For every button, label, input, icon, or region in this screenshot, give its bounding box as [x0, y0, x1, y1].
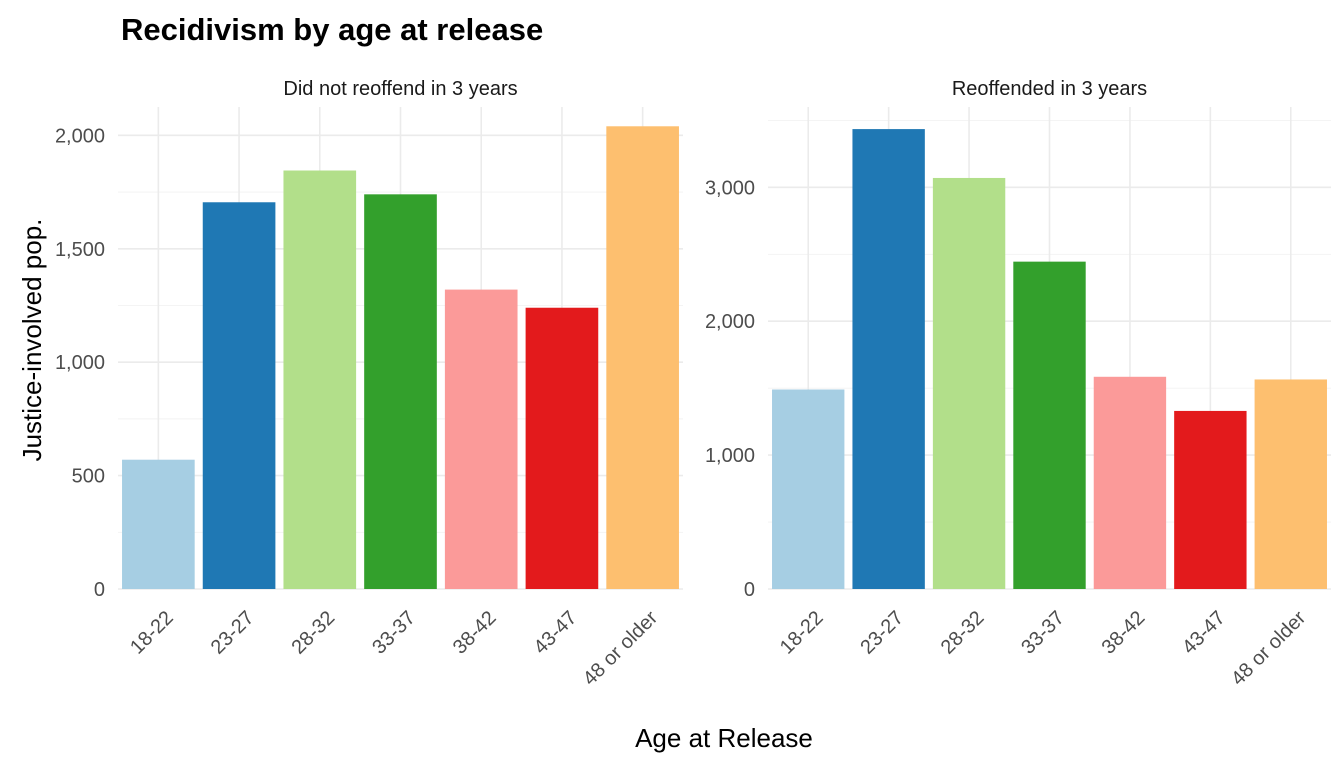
- bar-38-42: [444, 289, 518, 589]
- y-tick-label: 2,000: [55, 125, 105, 147]
- x-tick-label: 48 or older: [579, 607, 662, 690]
- y-tick-label: 500: [72, 466, 105, 488]
- x-tick-label: 43-47: [530, 607, 582, 659]
- bar-38-42: [1093, 376, 1167, 589]
- bar-48-or-older: [606, 126, 679, 589]
- x-tick-label: 48 or older: [1227, 607, 1310, 690]
- x-tick-label: 23-27: [856, 607, 908, 659]
- x-tick-label: 38-42: [1098, 607, 1150, 659]
- facet-strip-label: Reoffended in 3 years: [952, 78, 1147, 100]
- y-tick-label: 1,500: [55, 239, 105, 261]
- bar-23-27: [852, 129, 925, 589]
- x-tick-label: 43-47: [1178, 607, 1230, 659]
- x-axis-title: Age at Release: [635, 723, 813, 753]
- y-tick-label: 1,000: [55, 352, 105, 374]
- x-tick-label: 18-22: [776, 607, 828, 659]
- bar-43-47: [525, 307, 599, 589]
- y-axis-title: Justice-involved pop.: [17, 219, 47, 462]
- bar-43-47: [1174, 410, 1247, 589]
- bar-23-27: [202, 202, 276, 590]
- x-tick-label: 28-32: [937, 607, 989, 659]
- x-tick-label: 33-37: [368, 607, 420, 659]
- bar-48-or-older: [1254, 379, 1327, 589]
- facet-strip-label: Did not reoffend in 3 years: [283, 78, 517, 100]
- x-tick-label: 23-27: [207, 607, 259, 659]
- y-tick-label: 2,000: [705, 311, 755, 333]
- x-tick-label: 18-22: [126, 607, 178, 659]
- y-tick-label: 1,000: [705, 445, 755, 467]
- bar-18-22: [772, 389, 845, 589]
- panel-2: 0 1,000 2,000 3,000 18-22 23-27 28-32 33-37 38-4…: [705, 78, 1331, 690]
- panels-layer: 0 500 1,000 1,500 2,000 18-22 23-27 28-32 33-37 3…: [55, 78, 1331, 690]
- y-tick-label: 0: [744, 579, 755, 601]
- x-tick-label: 28-32: [287, 607, 339, 659]
- x-tick-label: 38-42: [449, 607, 501, 659]
- x-tick-label: 33-37: [1017, 607, 1069, 659]
- bar-28-32: [283, 170, 357, 589]
- bar-33-37: [364, 194, 437, 589]
- bar-28-32: [932, 177, 1006, 589]
- panel-1: 0 500 1,000 1,500 2,000 18-22 23-27 28-32 33-37 3…: [55, 78, 683, 690]
- y-tick-label: 3,000: [705, 177, 755, 199]
- bar-18-22: [122, 459, 195, 589]
- chart-title: Recidivism by age at release: [121, 12, 543, 47]
- y-tick-label: 0: [94, 579, 105, 601]
- bar-33-37: [1013, 261, 1086, 589]
